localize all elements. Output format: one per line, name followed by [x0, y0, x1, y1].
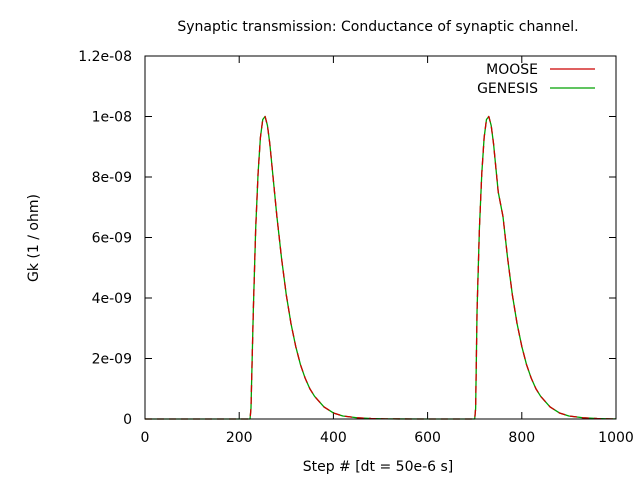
y-tick-label: 4e-09 — [92, 291, 132, 307]
x-tick-label: 200 — [226, 430, 253, 446]
y-axis-label: Gk (1 / ohm) — [26, 194, 42, 282]
y-axis-ticks: 0 2e-09 4e-09 6e-09 8e-09 1e-08 1.2e-08 — [78, 49, 616, 428]
y-tick-label: 6e-09 — [92, 231, 132, 247]
legend: MOOSE GENESIS — [477, 62, 595, 97]
x-tick-label: 400 — [320, 430, 347, 446]
y-tick-label: 2e-09 — [92, 352, 132, 368]
x-tick-label: 800 — [508, 430, 535, 446]
plot-area-border — [144, 55, 617, 420]
x-axis-ticks: 0 200 400 600 800 1000 — [141, 56, 634, 446]
x-tick-label: 600 — [414, 430, 441, 446]
y-tick-label: 1.2e-08 — [78, 49, 132, 65]
x-tick-label: 0 — [141, 430, 150, 446]
legend-label-moose: MOOSE — [486, 62, 538, 78]
y-tick-label: 0 — [123, 412, 132, 428]
x-axis-label: Step # [dt = 50e-6 s] — [303, 459, 454, 475]
y-tick-label: 1e-08 — [92, 110, 132, 126]
x-tick-label: 1000 — [598, 430, 634, 446]
legend-label-genesis: GENESIS — [477, 81, 538, 97]
series-line-moose — [145, 115, 617, 420]
chart-title: Synaptic transmission: Conductance of sy… — [177, 19, 578, 35]
y-tick-label: 8e-09 — [92, 170, 132, 186]
